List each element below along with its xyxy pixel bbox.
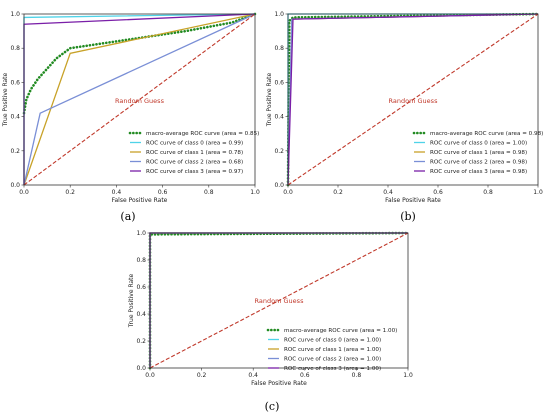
legend-label: ROC curve of class 1 (area = 1.00) <box>284 347 381 353</box>
y-tick-label: 0.2 <box>10 148 20 155</box>
y-tick-label: 0.0 <box>274 182 284 189</box>
y-tick-label: 0.6 <box>136 284 146 291</box>
x-tick-label: 0.2 <box>65 189 75 196</box>
series-line-4 <box>287 13 539 186</box>
legend-label: ROC curve of class 2 (area = 0.98) <box>430 160 527 166</box>
roc-panel-0: Random Guess 0.0 0.2 0.4 0.6 0.8 1.0 0.0 0.2 0.4 0… <box>2 11 260 223</box>
x-tick-label: 0.6 <box>158 189 168 196</box>
y-axis-label: True Positive Rate <box>2 72 9 127</box>
legend-label: macro-average ROC curve (area = 1.00) <box>284 328 397 334</box>
diagonal-line <box>149 232 409 369</box>
y-tick-label: 0.2 <box>274 148 284 155</box>
series-line-0 <box>22 12 257 115</box>
x-tick-label: 0.8 <box>483 189 493 196</box>
x-tick-label: 1.0 <box>533 189 543 196</box>
y-tick-label: 0.6 <box>274 79 284 86</box>
y-axis-label: True Positive Rate <box>266 72 273 127</box>
legend-label: ROC curve of class 0 (area = 1.00) <box>284 338 381 344</box>
x-tick-label: 0.6 <box>300 372 310 379</box>
random-guess-label: Random Guess <box>389 97 439 105</box>
y-tick-label: 0.4 <box>10 114 20 121</box>
legend-label: macro-average ROC curve (area = 0.85) <box>146 131 259 137</box>
legend-label: ROC curve of class 0 (area = 0.99) <box>146 141 243 147</box>
y-tick-label: 0.8 <box>136 257 146 264</box>
legend-label: ROC curve of class 3 (area = 0.98) <box>430 169 527 175</box>
legend: macro-average ROC curve (area = 0.98) ROC… <box>412 131 543 175</box>
x-tick-label: 0.2 <box>333 189 343 196</box>
legend-label: ROC curve of class 3 (area = 0.97) <box>146 169 243 175</box>
random-guess-label: Random Guess <box>115 97 165 105</box>
legend-label: ROC curve of class 0 (area = 1.00) <box>430 141 527 147</box>
series-line-3 <box>23 13 256 186</box>
y-tick-label: 0.8 <box>10 45 20 52</box>
x-tick-label: 0.0 <box>145 372 155 379</box>
x-axis-label: False Positive Rate <box>112 197 168 204</box>
legend-label: ROC curve of class 3 (area = 1.00) <box>284 366 381 372</box>
y-tick-label: 0.8 <box>274 45 284 52</box>
x-tick-label: 0.8 <box>204 189 214 196</box>
plot-frame <box>287 13 539 186</box>
panel-caption: (c) <box>265 400 280 413</box>
diagonal-line <box>287 13 539 186</box>
y-tick-label: 0.6 <box>10 79 20 86</box>
legend-label: ROC curve of class 1 (area = 0.78) <box>146 150 243 156</box>
series-line-2 <box>23 13 256 186</box>
roc-panel-2: Random Guess 0.0 0.2 0.4 0.6 0.8 1.0 0.0 0.2 0.4 0… <box>128 230 413 413</box>
x-tick-label: 0.0 <box>283 189 293 196</box>
y-tick-label: 1.0 <box>10 11 20 18</box>
x-tick-label: 0.0 <box>19 189 29 196</box>
y-tick-label: 0.0 <box>10 182 20 189</box>
x-tick-label: 0.4 <box>112 189 122 196</box>
x-tick-label: 0.4 <box>248 372 258 379</box>
y-axis-label: True Positive Rate <box>128 273 135 328</box>
legend-label: ROC curve of class 2 (area = 0.68) <box>146 160 243 166</box>
y-tick-label: 0.4 <box>136 311 146 318</box>
y-tick-label: 1.0 <box>274 11 284 18</box>
x-tick-label: 1.0 <box>250 189 260 196</box>
x-tick-label: 0.6 <box>433 189 443 196</box>
x-tick-label: 0.2 <box>197 372 207 379</box>
plot-frame <box>23 13 256 186</box>
legend: macro-average ROC curve (area = 1.00) ROC… <box>266 328 397 372</box>
roc-panel-1: Random Guess 0.0 0.2 0.4 0.6 0.8 1.0 0.0 0.2 0.4 0… <box>266 11 543 223</box>
x-axis-label: False Positive Rate <box>251 380 307 387</box>
legend-label: ROC curve of class 2 (area = 1.00) <box>284 357 381 363</box>
random-guess-label: Random Guess <box>255 297 305 305</box>
legend-label: ROC curve of class 1 (area = 0.98) <box>430 150 527 156</box>
panel-caption: (a) <box>120 210 135 223</box>
x-tick-label: 0.4 <box>383 189 393 196</box>
y-tick-label: 0.2 <box>136 338 146 345</box>
legend-label: macro-average ROC curve (area = 0.98) <box>430 131 543 137</box>
y-tick-label: 0.0 <box>136 365 146 372</box>
x-tick-label: 0.8 <box>352 372 362 379</box>
y-tick-label: 0.4 <box>274 114 284 121</box>
y-tick-label: 1.0 <box>136 230 146 237</box>
x-tick-label: 1.0 <box>403 372 413 379</box>
legend: macro-average ROC curve (area = 0.85) ROC… <box>128 131 259 175</box>
panel-caption: (b) <box>400 210 416 223</box>
x-axis-label: False Positive Rate <box>385 197 441 204</box>
